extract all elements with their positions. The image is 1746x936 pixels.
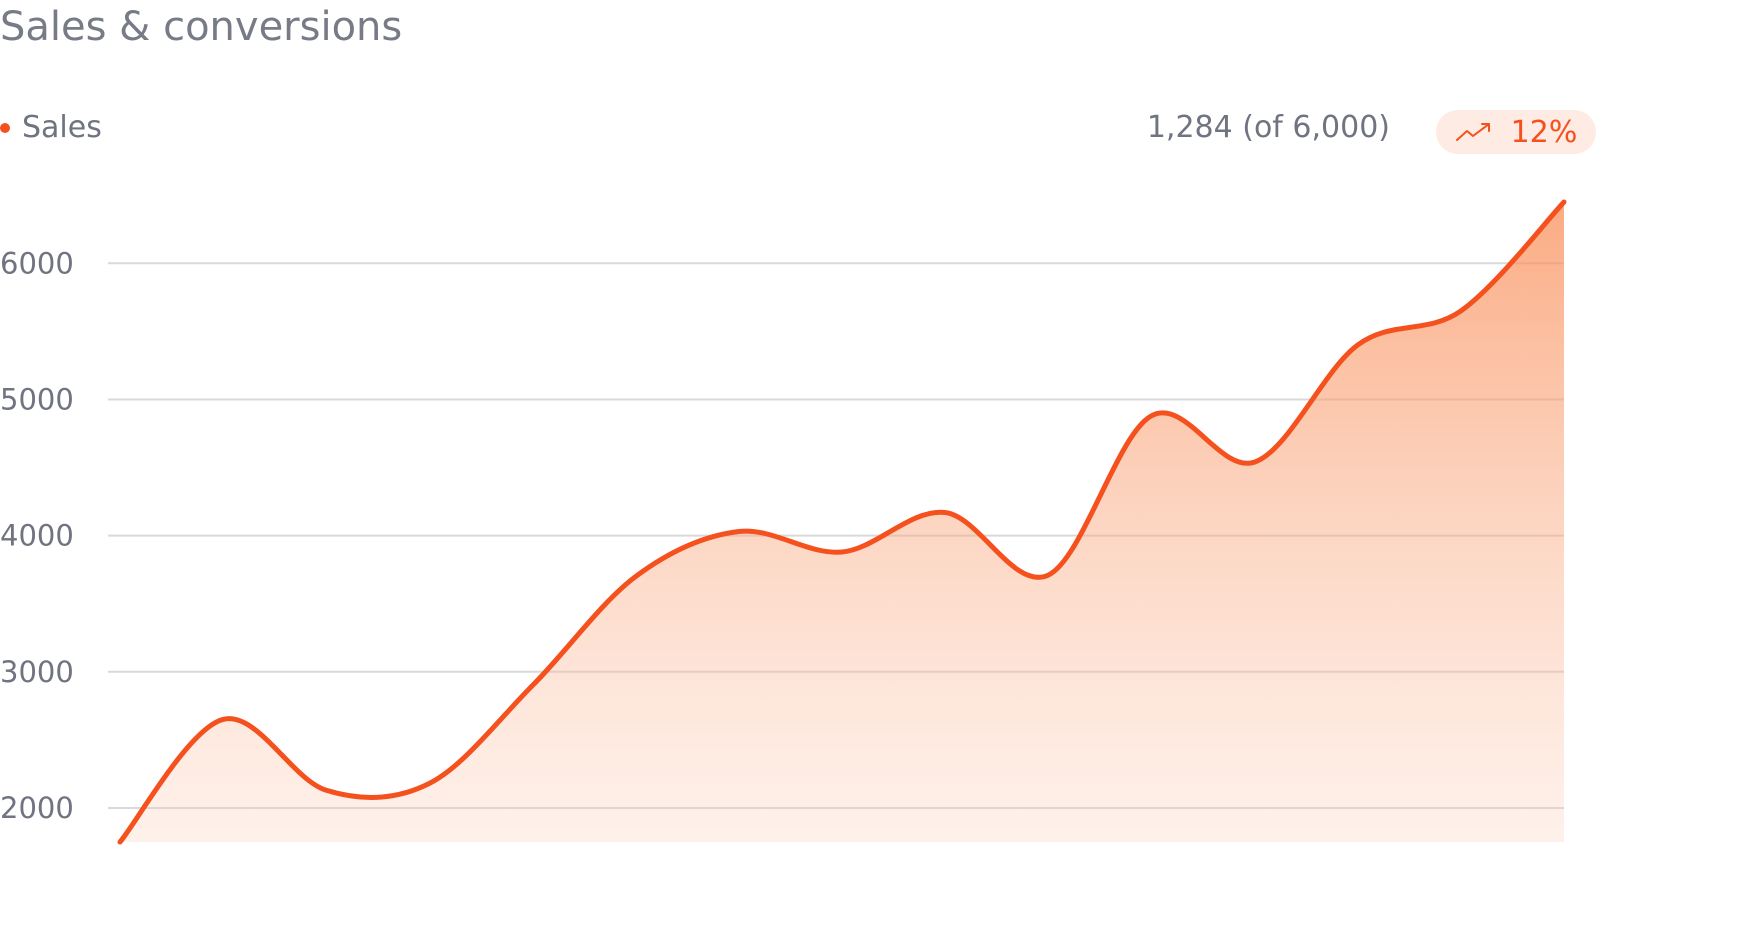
chart-title: Sales & conversions (0, 4, 403, 50)
legend-dot (0, 122, 10, 133)
y-tick-label-4000: 4000 (0, 519, 74, 553)
growth-badge: 12% (1436, 110, 1596, 154)
sales-line (117, 199, 1567, 845)
y-tick-label-6000: 6000 (0, 246, 74, 280)
y-tick-label-5000: 5000 (0, 382, 74, 416)
y-tick-label-2000: 2000 (0, 791, 74, 825)
legend-label: Sales (22, 110, 102, 145)
legend: Sales (0, 110, 102, 145)
sales-area-fill (120, 202, 1564, 842)
trending-up-icon (1455, 123, 1490, 141)
y-axis-ticks: 2000 3000 4000 5000 6000 (0, 246, 74, 825)
sales-summary: 1,284 (of 6,000) (1146, 110, 1390, 145)
growth-percentage: 12% (1510, 114, 1578, 150)
y-tick-label-3000: 3000 (0, 655, 74, 689)
